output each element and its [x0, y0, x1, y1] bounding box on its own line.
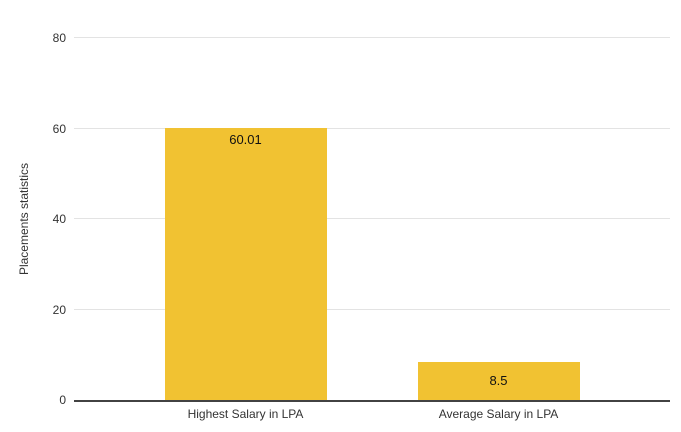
x-category-label: Highest Salary in LPA — [187, 407, 304, 421]
gridline — [74, 127, 670, 129]
y-tick-label: 40 — [52, 212, 66, 226]
x-axis-baseline — [74, 400, 670, 402]
gridline — [74, 37, 670, 38]
y-tick-label: 80 — [52, 31, 66, 45]
gridline — [74, 308, 670, 310]
bar-2[interactable]: 8.5 — [417, 361, 580, 400]
x-category-label: Average Salary in LPA — [438, 407, 559, 421]
bar-1[interactable]: 60.01 — [164, 128, 327, 400]
gridline — [74, 218, 670, 219]
y-tick-label: 60 — [52, 121, 66, 136]
y-tick-label: 20 — [52, 302, 66, 317]
plot-area: 60.01 8.5 — [74, 37, 670, 402]
y-tick-label: 0 — [59, 393, 66, 407]
bar-value-label: 8.5 — [489, 372, 508, 388]
bar-value-label: 60.01 — [229, 132, 262, 148]
